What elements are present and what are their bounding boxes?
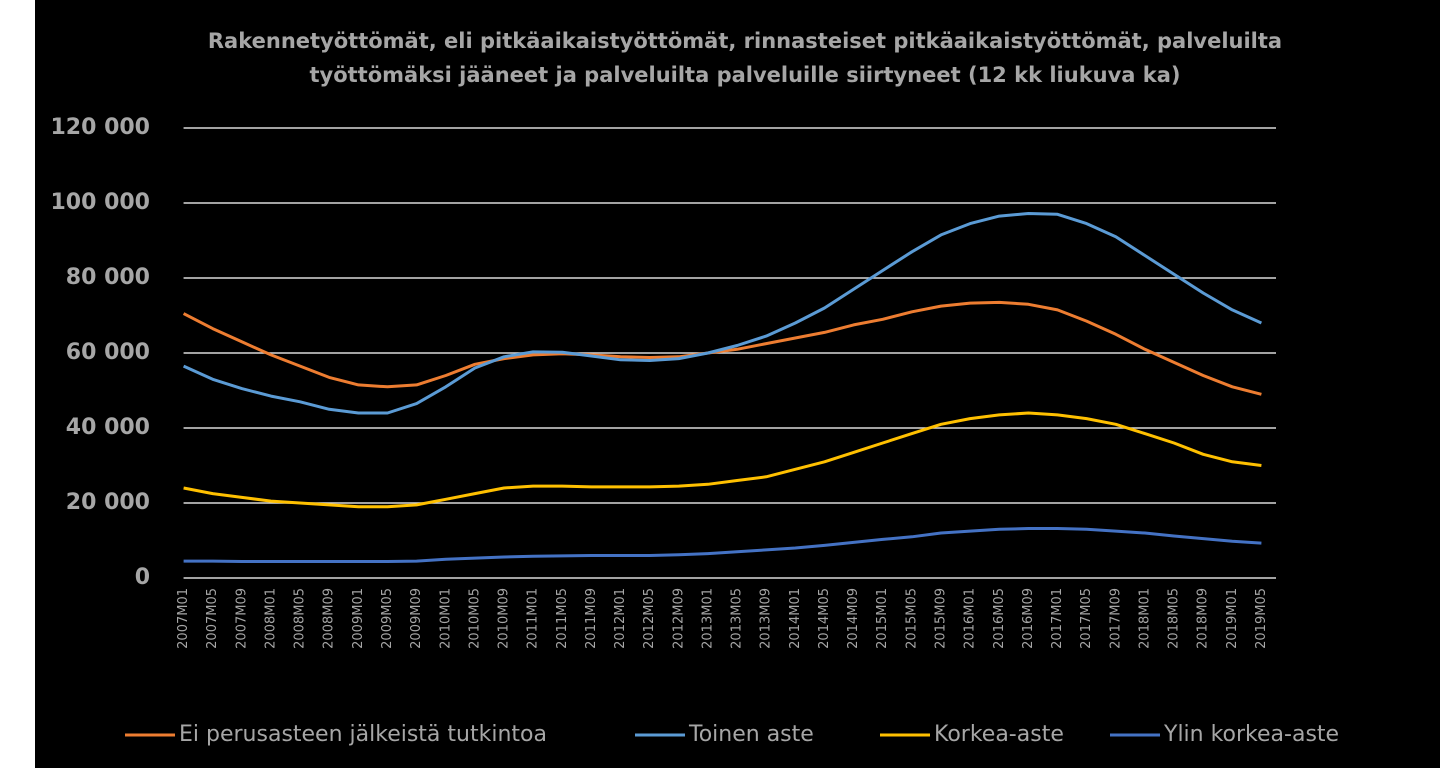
series-line <box>183 411 1262 509</box>
y-tick-label: 100 000 <box>50 190 150 215</box>
y-tick-label: 40 000 <box>66 415 150 440</box>
x-tick-label: 2012M05 <box>642 588 657 649</box>
x-tick-label: 2019M05 <box>1254 588 1269 649</box>
series-line <box>182 212 1263 415</box>
series-line <box>182 300 1262 396</box>
x-tick-label: 2014M05 <box>817 588 832 649</box>
x-tick-label: 2016M01 <box>963 588 978 649</box>
x-tick-label: 2007M01 <box>176 588 191 649</box>
chart-title: Rakennetyöttömät, eli pitkäaikaistyöttöm… <box>208 29 1282 53</box>
x-tick-label: 2007M05 <box>205 588 220 649</box>
x-tick-label: 2014M01 <box>788 588 803 649</box>
x-tick-label: 2014M09 <box>846 588 861 649</box>
x-tick-label: 2015M05 <box>904 588 919 649</box>
x-tick-label: 2010M05 <box>467 588 482 649</box>
x-tick-label: 2015M09 <box>933 588 948 649</box>
x-tick-label: 2007M09 <box>234 588 249 649</box>
series-line <box>183 527 1262 563</box>
y-tick-label: 0 <box>135 565 150 590</box>
x-tick-label: 2011M09 <box>584 588 599 649</box>
x-tick-label: 2013M09 <box>759 588 774 649</box>
x-tick-label: 2013M05 <box>730 588 745 649</box>
x-tick-label: 2017M01 <box>1050 588 1065 649</box>
x-tick-label: 2012M09 <box>671 588 686 649</box>
background <box>35 0 1440 768</box>
legend-label: Ylin korkea-aste <box>1163 722 1339 747</box>
legend-label: Toinen aste <box>688 722 814 747</box>
x-tick-label: 2017M05 <box>1079 588 1094 649</box>
x-tick-label: 2009M05 <box>380 588 395 649</box>
x-tick-label: 2012M01 <box>613 588 628 649</box>
x-tick-label: 2015M01 <box>875 588 890 649</box>
x-tick-label: 2009M01 <box>351 588 366 649</box>
x-tick-label: 2008M09 <box>322 588 337 649</box>
x-tick-label: 2019M01 <box>1225 588 1240 649</box>
chart-title: työttömäksi jääneet ja palveluilta palve… <box>309 63 1180 87</box>
x-tick-label: 2018M05 <box>1167 588 1182 649</box>
x-tick-label: 2008M05 <box>293 588 308 649</box>
y-tick-label: 60 000 <box>66 340 150 365</box>
x-tick-label: 2017M09 <box>1108 588 1123 649</box>
legend-label: Ei perusasteen jälkeistä tutkintoa <box>179 722 547 747</box>
x-tick-label: 2008M01 <box>263 588 278 649</box>
x-tick-label: 2016M09 <box>1021 588 1036 649</box>
y-tick-label: 20 000 <box>66 490 150 515</box>
y-tick-label: 80 000 <box>66 265 150 290</box>
y-tick-label: 120 000 <box>50 115 150 140</box>
x-tick-label: 2011M05 <box>555 588 570 649</box>
x-tick-label: 2016M05 <box>992 588 1007 649</box>
legend-label: Korkea-aste <box>934 722 1064 747</box>
x-tick-label: 2018M01 <box>1137 588 1152 649</box>
x-tick-label: 2013M01 <box>700 588 715 649</box>
x-tick-label: 2018M09 <box>1196 588 1211 649</box>
x-tick-label: 2011M01 <box>526 588 541 649</box>
x-tick-label: 2010M09 <box>497 588 512 649</box>
x-tick-label: 2010M01 <box>438 588 453 649</box>
x-tick-label: 2009M09 <box>409 588 424 649</box>
